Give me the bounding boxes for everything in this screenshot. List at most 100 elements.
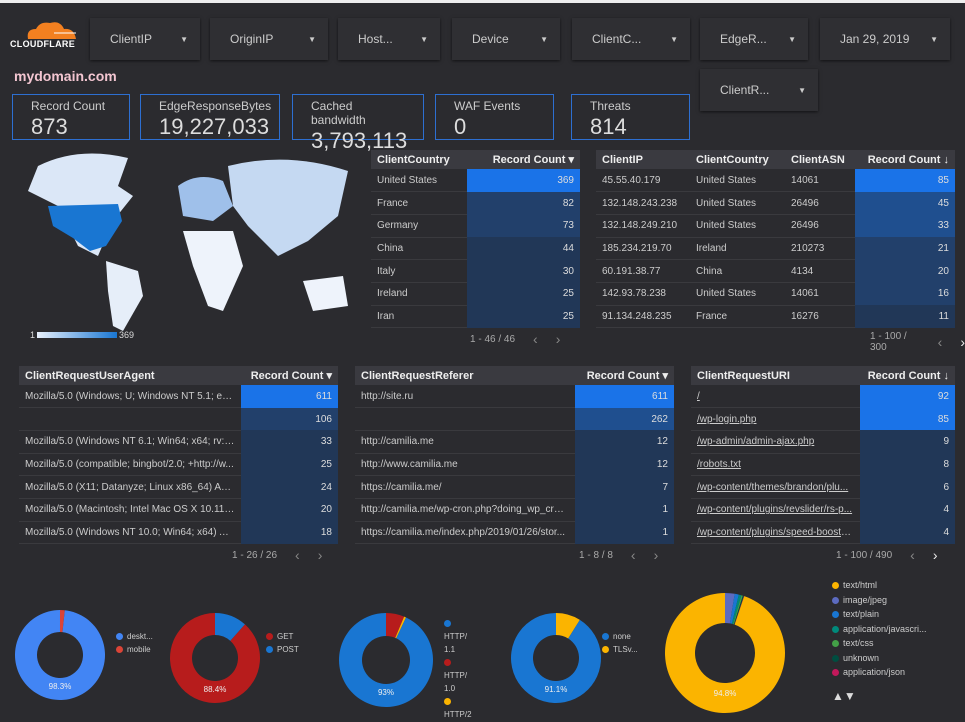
table-row[interactable]: http://www.camilia.me 12 xyxy=(355,453,674,477)
table-row[interactable]: /robots.txt 8 xyxy=(691,453,955,477)
table-row[interactable]: Mozilla/5.0 (X11; Datanyze; Linux x86_64… xyxy=(19,475,338,499)
table-row[interactable]: /wp-content/plugins/revslider/rs-p... 4 xyxy=(691,498,955,522)
legend-item[interactable]: text/plain xyxy=(832,607,927,622)
table-row[interactable]: 132.148.243.238 United States 26496 45 xyxy=(596,191,955,215)
donut-slice[interactable] xyxy=(725,593,735,624)
donut-slice[interactable] xyxy=(511,613,601,703)
next-page-icon[interactable]: › xyxy=(555,331,561,347)
donut-chart[interactable] xyxy=(663,591,787,715)
legend-item[interactable]: text/css xyxy=(832,636,927,651)
table-row[interactable]: 91.134.248.235 France 16276 11 xyxy=(596,305,955,329)
filter-control[interactable]: ClientC... ▼ xyxy=(572,18,690,60)
table-row[interactable]: Mozilla/5.0 (Windows; U; Windows NT 5.1;… xyxy=(19,385,338,409)
table-row[interactable]: 185.234.219.70 Ireland 210273 21 xyxy=(596,237,955,261)
table-row[interactable]: France 82 xyxy=(371,191,580,215)
legend-item[interactable]: text/html xyxy=(832,578,927,593)
table-row[interactable]: Ireland 25 xyxy=(371,282,580,306)
column-header[interactable]: ClientRequestUserAgent xyxy=(19,366,241,385)
legend-item[interactable]: image/jpeg xyxy=(832,593,927,608)
donut-chart[interactable] xyxy=(337,611,435,709)
table-row[interactable]: /92 xyxy=(691,385,955,409)
donut-chart[interactable] xyxy=(13,608,107,702)
prev-page-icon[interactable]: ‹ xyxy=(937,334,943,350)
table-cell[interactable]: /robots.txt xyxy=(691,453,860,477)
column-header[interactable]: ClientRequestURI xyxy=(691,366,860,385)
filter-control[interactable]: Jan 29, 2019 ▼ xyxy=(820,18,950,60)
column-header[interactable]: ClientCountry xyxy=(371,150,467,169)
column-header[interactable]: Record Count ▾ xyxy=(575,366,674,385)
legend-item[interactable]: unknown xyxy=(832,651,927,666)
donut-slice[interactable] xyxy=(556,613,580,639)
donut-slice[interactable] xyxy=(14,610,105,700)
table-row[interactable]: http://camilia.me 12 xyxy=(355,430,674,454)
legend-item[interactable]: HTTP/ 1.0 xyxy=(444,656,474,695)
next-page-icon[interactable]: › xyxy=(932,547,938,563)
next-page-icon[interactable]: › xyxy=(960,334,965,350)
table-row[interactable]: /wp-content/themes/brandon/plu... 6 xyxy=(691,475,955,499)
table-row[interactable]: https://camilia.me/index.php/2019/01/26/… xyxy=(355,521,674,545)
legend-pager[interactable]: ▲▼ xyxy=(832,689,856,703)
column-header[interactable]: ClientASN xyxy=(785,150,855,169)
legend-item[interactable]: POST xyxy=(266,643,299,656)
column-header[interactable]: Record Count ▾ xyxy=(467,150,580,169)
filter-control[interactable]: ClientIP ▼ xyxy=(90,18,200,60)
table-row[interactable]: Mozilla/5.0 (Macintosh; Intel Mac OS X 1… xyxy=(19,498,338,522)
legend-item[interactable]: HTTP/ 1.1 xyxy=(444,617,474,656)
table-cell[interactable]: /wp-content/themes/brandon/plu... xyxy=(691,475,860,499)
table-row[interactable]: http://site.ru 611 xyxy=(355,385,674,409)
filter-control[interactable]: EdgeR... ▼ xyxy=(700,18,808,60)
donut-slice[interactable] xyxy=(215,613,245,641)
table-cell[interactable]: /wp-content/plugins/revslider/rs-p... xyxy=(691,498,860,522)
donut-slice[interactable] xyxy=(170,613,260,703)
filter-control[interactable]: Device ▼ xyxy=(452,18,560,60)
legend-item[interactable]: mobile xyxy=(116,643,153,656)
filter-control[interactable]: Host... ▼ xyxy=(338,18,440,60)
donut-slice[interactable] xyxy=(60,610,65,633)
table-row[interactable]: Mozilla/5.0 (Windows NT 6.1; Win64; x64;… xyxy=(19,430,338,454)
column-header[interactable]: Record Count ▾ xyxy=(241,366,338,385)
next-page-icon[interactable]: › xyxy=(653,547,659,563)
donut-slice[interactable] xyxy=(665,593,785,713)
table-row[interactable]: /wp-content/plugins/speed-booste... 4 xyxy=(691,521,955,545)
table-row[interactable]: Germany 73 xyxy=(371,214,580,238)
table-row[interactable]: 132.148.249.210 United States 26496 33 xyxy=(596,214,955,238)
filter-control[interactable]: OriginIP ▼ xyxy=(210,18,328,60)
donut-slice[interactable] xyxy=(733,595,743,625)
table-cell[interactable]: /wp-content/plugins/speed-booste... xyxy=(691,521,860,545)
table-row[interactable]: United States 369 xyxy=(371,169,580,193)
donut-slice[interactable] xyxy=(733,595,744,625)
column-header[interactable]: ClientRequestReferer xyxy=(355,366,575,385)
table-row[interactable]: 142.93.78.238 United States 14061 16 xyxy=(596,282,955,306)
table-cell[interactable]: /wp-login.php xyxy=(691,407,860,431)
table-row[interactable]: /wp-admin/admin-ajax.php 9 xyxy=(691,430,955,454)
next-page-icon[interactable]: › xyxy=(317,547,323,563)
column-header[interactable]: ClientIP xyxy=(596,150,690,169)
donut-slice[interactable] xyxy=(386,613,405,638)
column-header[interactable]: ClientCountry xyxy=(690,150,785,169)
prev-page-icon[interactable]: ‹ xyxy=(910,547,915,563)
table-row[interactable]: Iran 25 xyxy=(371,305,580,329)
donut-slice[interactable] xyxy=(395,616,407,639)
table-row[interactable]: Mozilla/5.0 (compatible; bingbot/2.0; +h… xyxy=(19,453,338,477)
world-map[interactable] xyxy=(18,146,353,336)
legend-item[interactable]: deskt... xyxy=(116,630,153,643)
prev-page-icon[interactable]: ‹ xyxy=(295,547,300,563)
donut-chart[interactable] xyxy=(509,611,603,705)
legend-item[interactable]: GET xyxy=(266,630,299,643)
legend-item[interactable]: TLSv... xyxy=(602,643,638,656)
table-row[interactable]: Mozilla/5.0 (Windows NT 10.0; Win64; x64… xyxy=(19,521,338,545)
prev-page-icon[interactable]: ‹ xyxy=(630,547,636,563)
donut-slice[interactable] xyxy=(729,593,739,624)
table-row[interactable]: /wp-login.php 85 xyxy=(691,407,955,431)
column-header[interactable]: Record Count ↓ xyxy=(860,366,955,385)
table-cell[interactable]: / xyxy=(691,385,860,409)
prev-page-icon[interactable]: ‹ xyxy=(533,331,538,347)
donut-slice[interactable] xyxy=(731,594,742,625)
legend-item[interactable]: application/javascri... xyxy=(832,622,927,637)
table-row[interactable]: 106 xyxy=(19,407,338,431)
legend-item[interactable]: application/json xyxy=(832,665,927,680)
table-row[interactable]: https://camilia.me/7 xyxy=(355,475,674,499)
table-row[interactable]: http://camilia.me/wp-cron.php?doing_wp_c… xyxy=(355,498,674,522)
donut-slice[interactable] xyxy=(734,596,745,625)
legend-item[interactable]: HTTP/2 xyxy=(444,695,474,721)
